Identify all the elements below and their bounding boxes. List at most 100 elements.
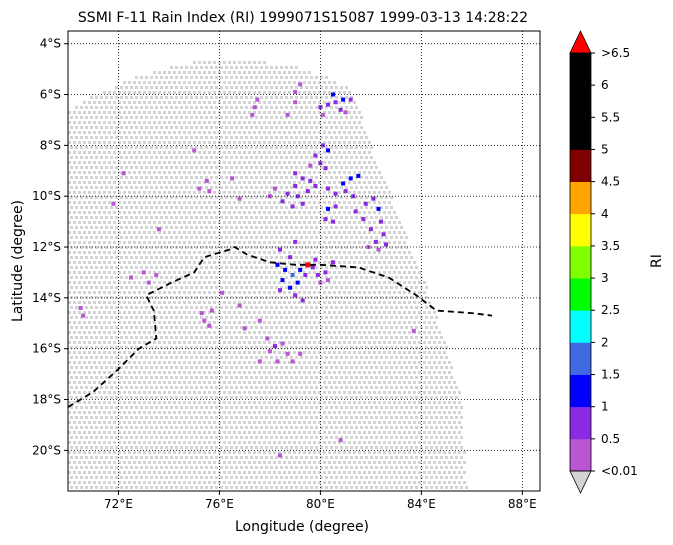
rain-pixel [141,270,146,275]
rain-pixel [343,110,348,115]
rain-pixel [376,247,381,252]
rain-pixel [275,262,280,267]
rain-pixel [320,143,325,148]
rain-pixel [333,191,338,196]
colorbar-tick-label: >6.5 [601,46,630,60]
rain-pixel [320,112,325,117]
rain-pixel [280,278,285,283]
rain-pixel [156,227,161,232]
rain-pixel [411,328,416,333]
colorbar-tick-label: 1 [601,400,609,414]
colorbar-extend-over [569,30,592,54]
rain-pixel [273,344,277,349]
rain-pixel [326,186,330,191]
rain-pixel [323,270,328,275]
rain-pixel [331,260,335,265]
rain-pixel [283,267,288,272]
rain-pixel [303,273,308,277]
colorbar-label: RI [649,254,665,268]
colorbar-tick-label: 0.5 [601,432,620,446]
colorbar-tick-label: 6 [601,78,609,92]
colorbar-segment [570,245,591,279]
rain-pixel [323,217,328,222]
rain-pixel [237,303,242,308]
colorbar-segment [570,213,591,247]
colorbar-tick-label: 3.5 [601,239,620,253]
rain-pixel [230,176,235,181]
graticule [68,31,540,491]
rain-pixel [308,178,313,183]
y-axis-label: Latitude (degree) [10,200,26,322]
rain-pixel [78,306,83,310]
storm-center-marker [305,262,311,268]
rain-pixel [267,349,272,354]
rain-pixel [252,105,257,110]
rain-pixel [313,153,318,158]
colorbar-segment [570,310,591,343]
colorbar-tick-label: 4 [601,207,609,221]
rain-pixel [257,359,262,364]
rain-pixel [343,189,348,194]
rain-pixel [313,257,318,262]
rain-pixel [315,273,320,277]
rain-pixel [295,280,300,285]
rain-pixel [275,359,280,364]
map-plot-area: 72°E 76°E 80°E 84°E 88°E 4°S 6°S 8°S 10°S 12°S 14… [32,30,541,511]
rain-pixel [323,166,328,171]
rain-pixel [265,336,270,341]
rain-pixel [371,196,376,201]
rain-pixel [242,326,247,331]
rain-pixel [300,298,305,303]
figure-title: SSMI F-11 Rain Index (RI) 1999071S15087 … [78,10,528,26]
rain-pixel [207,189,212,194]
rain-pixel [353,209,358,214]
rain-pixel [318,105,323,110]
rain-pixel [295,194,300,199]
colorbar-tick-label: <0.01 [601,464,638,478]
rain-pixel [278,453,282,458]
rain-pixel [363,201,368,206]
rain-pixel [318,280,323,285]
rain-pixel [257,318,262,323]
rain-pixel [348,97,353,102]
rain-pixel [326,206,330,211]
rain-pixel [310,265,315,270]
colorbar: <0.01 0.5 1 1.5 2 2.5 3 3.5 4 4.5 5 5.5 6 >6.5 [569,30,638,494]
colorbar-tick-label: 4.5 [601,175,620,189]
y-tick-label: 4°S [40,37,61,51]
rain-pixel [192,148,197,153]
rain-pixel [285,112,290,117]
rain-pixel [250,112,255,117]
rain-pixel [285,191,290,196]
rain-pixel [129,275,134,280]
colorbar-extend-under [569,470,592,494]
rain-pixel [348,176,353,181]
colorbar-segment [570,406,591,440]
rain-pixel [273,186,277,191]
rain-pixel [331,219,335,224]
x-axis-ticks: 72°E 76°E 80°E 84°E 88°E [104,491,537,511]
y-axis-ticks: 4°S 6°S 8°S 10°S 12°S 14°S 16°S 18°S 20°S [32,37,68,457]
x-tick-label: 84°E [407,497,436,511]
rain-pixel [326,278,330,283]
x-tick-label: 88°E [508,497,537,511]
rain-pixel [293,90,298,94]
y-tick-label: 20°S [32,443,61,457]
x-tick-label: 80°E [306,497,335,511]
rain-pixel [384,242,388,247]
rain-pixel [197,186,202,191]
rain-pixel [280,199,285,204]
rain-pixel [298,82,303,87]
rain-pixel [209,308,214,313]
y-tick-label: 12°S [32,240,61,254]
rain-pixel [288,255,293,260]
rain-pixel [293,100,298,105]
rain-pixel [368,227,373,232]
rain-pixel [379,219,383,224]
colorbar-tick-label: 5 [601,142,609,156]
rain-pixel [293,171,298,176]
rain-pixel [341,181,346,186]
colorbar-tick-label: 1.5 [601,368,620,382]
storm-track [68,245,493,408]
